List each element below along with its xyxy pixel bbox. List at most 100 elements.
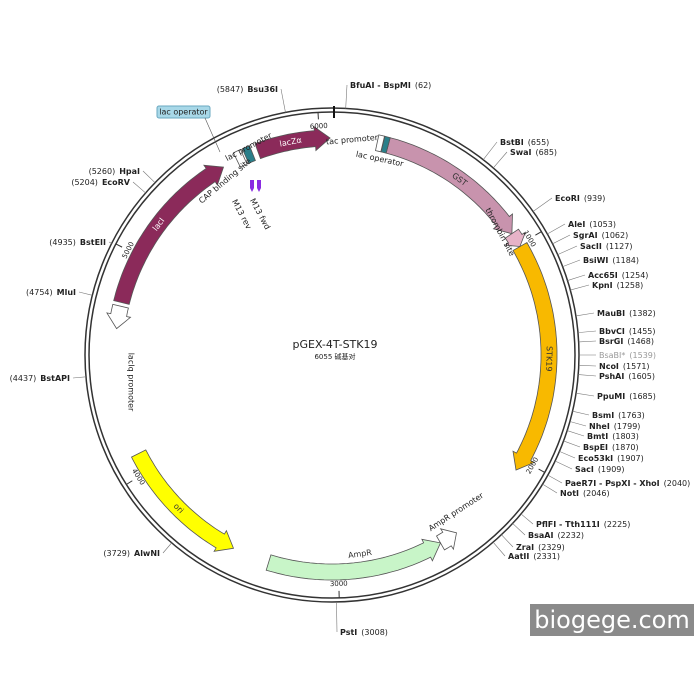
site-line — [142, 170, 156, 183]
tick-mark — [115, 243, 123, 248]
annotation-line — [204, 117, 221, 153]
site-name: EcoRI — [555, 194, 580, 203]
site-label: SacII (1127) — [580, 242, 632, 251]
site-line — [578, 340, 597, 343]
site-line — [345, 84, 348, 109]
site-line — [557, 245, 578, 255]
feature-arrow — [254, 125, 331, 160]
site-label: ZraI (2329) — [516, 543, 565, 552]
site-line — [570, 284, 590, 291]
site-line — [492, 542, 506, 557]
site-line — [512, 523, 526, 536]
site-label: BmtI (1803) — [587, 432, 639, 441]
site-name: BstEII — [80, 238, 106, 247]
site-name: BstBI — [500, 138, 524, 147]
site-position: (1571) — [623, 362, 650, 371]
site-name: Acc65I — [588, 271, 618, 280]
site-line — [578, 364, 597, 367]
site-position: (1799) — [614, 422, 641, 431]
site-name: PpuMI — [597, 392, 625, 401]
site-label: BstBI (655) — [500, 138, 549, 147]
site-position: (4437) — [10, 374, 37, 383]
site-position: (1053) — [589, 220, 616, 229]
site-position: (1685) — [629, 392, 656, 401]
site-position: (4935) — [49, 238, 76, 247]
site-label: PflFI - Tth111I (2225) — [536, 520, 630, 529]
site-name: BsaBI* — [599, 351, 625, 360]
primer-mark — [250, 180, 254, 192]
feature-label: STK19 — [544, 346, 553, 372]
site-position: (2331) — [533, 552, 560, 561]
site-position: (1127) — [606, 242, 633, 251]
site-position: (1539) — [629, 351, 656, 360]
watermark: biogege.com — [534, 606, 689, 634]
site-position: (1184) — [612, 256, 639, 265]
site-label: EcoRI (939) — [555, 194, 605, 203]
tick-label: 3000 — [330, 580, 348, 589]
site-line — [72, 376, 86, 379]
site-name: BmtI — [587, 432, 608, 441]
site-position: (4754) — [26, 288, 53, 297]
site-line — [572, 410, 590, 416]
site-name: PflFI - Tth111I — [536, 520, 600, 529]
site-position: (1803) — [612, 432, 639, 441]
site-name: BsaAI — [528, 531, 553, 540]
site-label: (4935) BstEII — [49, 238, 106, 247]
site-label: PaeR7I - PspXI - XhoI (2040) — [565, 479, 690, 488]
site-name: PshAI — [599, 372, 624, 381]
site-line — [567, 274, 586, 281]
site-label: (3729) AlwNI — [103, 549, 160, 558]
site-name: PaeR7I - PspXI - XhoI — [565, 479, 660, 488]
site-line — [280, 88, 286, 113]
site-position: (2046) — [583, 489, 610, 498]
site-position: (1605) — [628, 372, 655, 381]
site-position: (1468) — [627, 337, 654, 346]
site-line — [162, 542, 172, 554]
site-line — [577, 330, 597, 333]
site-label: SwaI (685) — [510, 148, 557, 157]
annotation-box — [156, 105, 211, 119]
site-position: (5847) — [217, 85, 244, 94]
site-position: (1870) — [612, 443, 639, 452]
tick-mark — [538, 468, 545, 473]
site-position: (3008) — [361, 628, 388, 637]
site-name: NcoI — [599, 362, 619, 371]
site-line — [132, 181, 146, 194]
site-label: (5204) EcoRV — [71, 178, 130, 187]
site-label: PshAI (1605) — [599, 372, 655, 381]
site-name: MluI — [57, 288, 76, 297]
site-name: AatII — [508, 552, 529, 561]
site-label: BfuAI - BspMI (62) — [350, 81, 431, 90]
site-position: (1763) — [618, 411, 645, 420]
site-name: BbvCI — [599, 327, 625, 336]
site-position: (1909) — [598, 465, 625, 474]
site-name: PstI — [340, 628, 357, 637]
site-name: BsiWI — [583, 256, 608, 265]
site-line — [483, 141, 498, 160]
site-name: BsrGI — [599, 337, 623, 346]
site-label: BsrGI (1468) — [599, 337, 654, 346]
site-name: ZraI — [516, 543, 534, 552]
feature-label: lacZα — [279, 135, 303, 148]
site-line — [575, 392, 595, 397]
site-label: (4437) BstAPI — [10, 374, 70, 383]
site-label: Eco53kI (1907) — [578, 454, 644, 463]
site-label: Acc65I (1254) — [588, 271, 648, 280]
site-line — [532, 197, 553, 212]
site-name: Bsu36I — [247, 85, 278, 94]
site-line — [547, 474, 563, 484]
site-label: BsmI (1763) — [592, 411, 645, 420]
site-label: SgrAI (1062) — [573, 231, 628, 240]
site-name: EcoRV — [102, 178, 131, 187]
site-line — [336, 601, 338, 633]
feature-box — [241, 145, 256, 164]
site-name: SgrAI — [573, 231, 598, 240]
site-label: PstI (3008) — [340, 628, 388, 637]
site-label: AleI (1053) — [568, 220, 616, 229]
site-position: (1907) — [617, 454, 644, 463]
site-position: (2329) — [538, 543, 565, 552]
site-label: BbvCI (1455) — [599, 327, 656, 336]
site-position: (1062) — [602, 231, 629, 240]
